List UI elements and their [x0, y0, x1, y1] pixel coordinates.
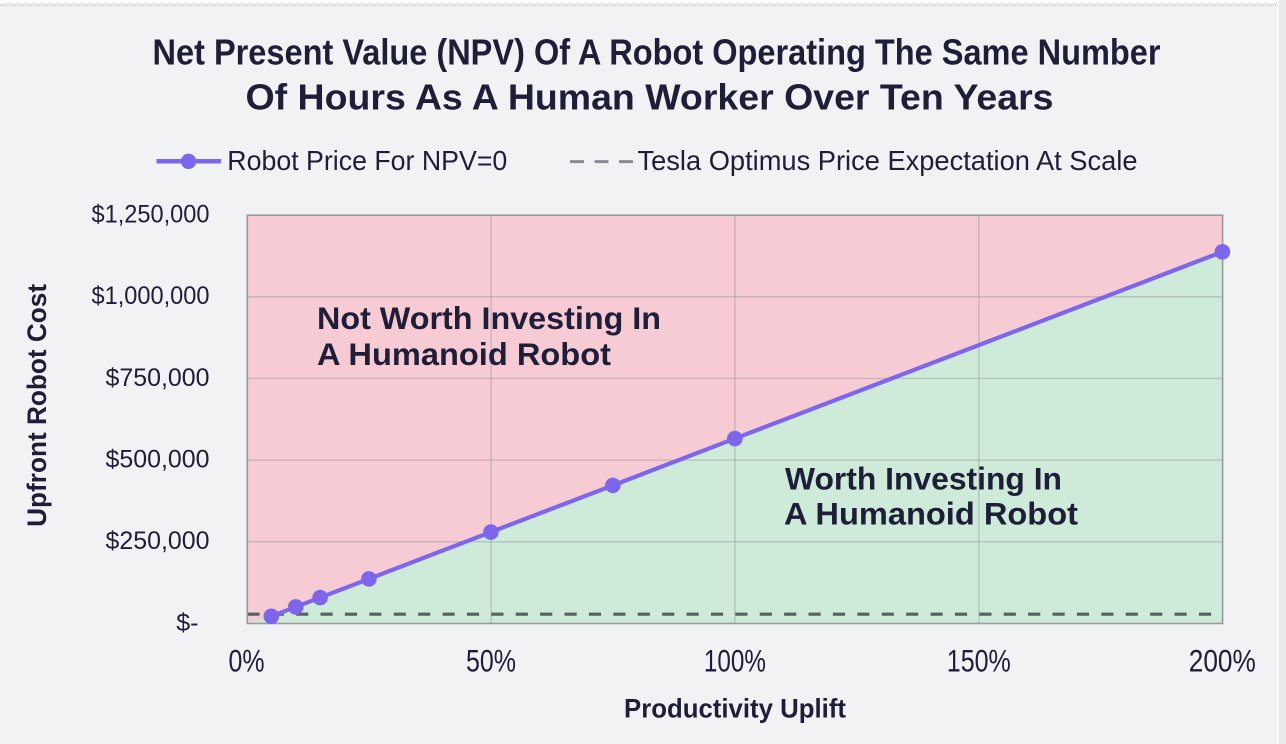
svg-text:Of Hours As A Human Worker Ove: Of Hours As A Human Worker Over Ten Year… [246, 77, 1054, 118]
svg-text:$1,250,000: $1,250,000 [92, 201, 210, 229]
svg-text:A Humanoid Robot: A Humanoid Robot [784, 495, 1079, 531]
svg-text:Upfront Robot Cost: Upfront Robot Cost [22, 284, 52, 527]
svg-text:$750,000: $750,000 [106, 364, 210, 392]
svg-text:Not Worth Investing In: Not Worth Investing In [317, 300, 661, 336]
svg-text:Net Present Value (NPV) Of A R: Net Present Value (NPV) Of A Robot Opera… [153, 32, 1161, 73]
svg-text:200%: 200% [1189, 643, 1256, 679]
svg-text:$500,000: $500,000 [106, 445, 210, 473]
svg-text:Productivity Uplift: Productivity Uplift [624, 694, 846, 724]
svg-text:0%: 0% [229, 643, 265, 679]
svg-text:Tesla Optimus Price Expectatio: Tesla Optimus Price Expectation At Scale [638, 145, 1138, 176]
svg-text:A Humanoid Robot: A Humanoid Robot [317, 336, 612, 372]
svg-text:$1,000,000: $1,000,000 [92, 282, 210, 310]
svg-text:Robot Price For NPV=0: Robot Price For NPV=0 [227, 145, 507, 176]
svg-text:Worth Investing In: Worth Investing In [785, 460, 1062, 496]
svg-text:$-: $- [176, 609, 198, 637]
svg-text:50%: 50% [466, 643, 516, 679]
svg-text:150%: 150% [947, 643, 1011, 679]
svg-text:$250,000: $250,000 [106, 527, 210, 555]
svg-text:100%: 100% [704, 643, 766, 679]
